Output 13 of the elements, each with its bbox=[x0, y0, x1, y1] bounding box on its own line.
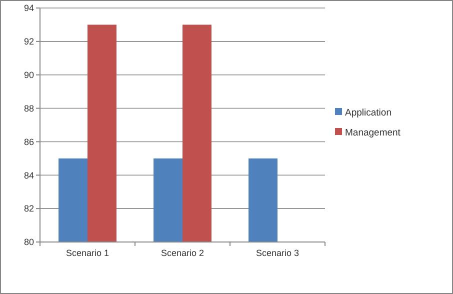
y-tick-label: 88 bbox=[24, 103, 34, 114]
x-tick-label: Scenario 3 bbox=[256, 248, 300, 258]
y-tick-label: 84 bbox=[24, 170, 34, 180]
y-tick-label: 92 bbox=[24, 36, 34, 47]
y-tick-label: 90 bbox=[24, 70, 34, 80]
y-tick-label: 86 bbox=[24, 136, 34, 147]
x-tick-label: Scenario 2 bbox=[160, 248, 204, 258]
y-tick-label: 82 bbox=[24, 204, 34, 214]
y-tick-label: 80 bbox=[24, 237, 34, 248]
x-tick-label: Scenario 1 bbox=[66, 248, 110, 258]
y-tick-label: 94 bbox=[24, 3, 34, 14]
legend-label: Application bbox=[345, 107, 392, 118]
legend-label: Management bbox=[345, 127, 401, 138]
